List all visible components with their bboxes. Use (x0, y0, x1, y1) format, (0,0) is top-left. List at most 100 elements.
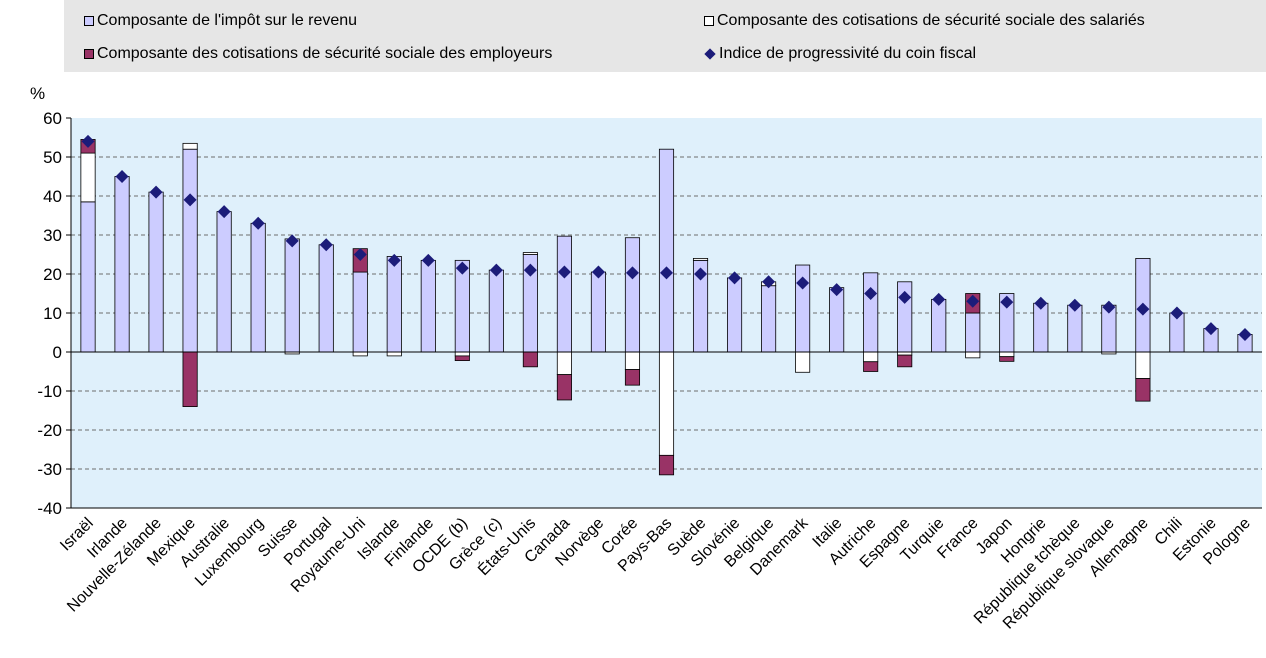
progressivity-marker (830, 283, 844, 297)
legend-label-employer-ssc: Composante des cotisations de sécurité s… (97, 45, 553, 62)
bar-segment-employee-ssc (692, 257, 709, 261)
bar-segment-employer-ssc (522, 351, 538, 368)
plot-area: 6050403020100-10-20-30-40IsraëlIrlandeNo… (37, 109, 1262, 633)
progressivity-marker (591, 265, 605, 279)
progressivity-marker (251, 216, 265, 230)
y-tick-label: 0 (53, 343, 62, 362)
bar-segment-income-tax (624, 237, 641, 353)
bar-segment-employer-ssc (1135, 378, 1151, 402)
legend-item-employee-ssc: Composante des cotisations de sécurité s… (704, 12, 1145, 30)
progressivity-marker (1204, 322, 1218, 336)
y-tick-label: 30 (43, 226, 62, 245)
progressivity-marker (625, 266, 639, 280)
bar-segment-income-tax (829, 287, 845, 353)
bar-segment-employee-ssc (352, 351, 368, 357)
y-tick-label: 10 (43, 304, 62, 323)
progressivity-marker (1068, 298, 1082, 312)
bar-segment-income-tax (318, 244, 334, 353)
bar-segment-income-tax (863, 272, 879, 353)
bar-segment-employee-ssc (80, 152, 96, 203)
progressivity-marker (660, 266, 673, 280)
y-tick-label: -30 (37, 460, 62, 479)
bar-segment-income-tax (80, 201, 96, 353)
progressivity-marker (81, 134, 95, 148)
bar-segment-employee-ssc (624, 351, 641, 370)
progressivity-marker (1136, 302, 1150, 316)
bar-segment-employer-ssc (454, 355, 470, 361)
bar-segment-income-tax (284, 238, 300, 353)
bar-segment-employee-ssc (795, 351, 811, 373)
progressivity-marker (217, 205, 231, 219)
progressivity-marker (864, 287, 878, 300)
progressivity-marker (694, 267, 708, 281)
bar-segment-employer-ssc (624, 369, 641, 386)
progressivity-marker (455, 261, 469, 275)
progressivity-marker (319, 238, 333, 252)
legend-swatch-employee-ssc (704, 16, 714, 26)
y-axis-label: % (30, 84, 45, 103)
legend-swatch-employer-ssc (84, 49, 94, 59)
progressivity-marker (421, 253, 435, 267)
bar-segment-income-tax (1067, 304, 1083, 353)
bar-segment-income-tax (1033, 302, 1049, 353)
legend-marker-progressivity-index (704, 48, 716, 60)
bar-segment-employee-ssc (454, 351, 470, 357)
progressivity-marker (353, 248, 367, 261)
bar-segment-income-tax (386, 256, 402, 353)
legend-label-income-tax: Composante de l'impôt sur le revenu (97, 12, 358, 29)
bar-segment-income-tax (727, 277, 743, 353)
bar-segment-employer-ssc (556, 374, 572, 401)
legend-item-employer-ssc: Composante des cotisations de sécurité s… (84, 45, 552, 63)
progressivity-marker (523, 263, 537, 277)
bar-segment-employer-ssc (863, 361, 879, 372)
progressivity-marker (557, 265, 571, 279)
bar-segment-employee-ssc (522, 252, 538, 255)
progressivity-marker (1170, 306, 1184, 320)
progressivity-marker (285, 234, 299, 248)
legend-label-employee-ssc: Composante des cotisations de sécurité s… (717, 12, 1145, 29)
progressivity-marker (1102, 300, 1116, 314)
bar-segment-income-tax (352, 271, 368, 353)
legend-swatch-income-tax (84, 16, 94, 26)
progressivity-marker (898, 290, 912, 304)
bar-segment-employee-ssc (965, 351, 981, 359)
y-tick-label: 50 (43, 148, 62, 167)
chart-svg: % 6050403020100-10-20-30-40IsraëlIrlande… (30, 84, 1262, 633)
bar-segment-employee-ssc (1135, 351, 1151, 379)
bar-segment-income-tax (761, 285, 777, 353)
bar-segment-income-tax (658, 148, 675, 353)
bar-segment-employee-ssc (863, 351, 879, 363)
progressivity-marker (387, 253, 401, 267)
bar-segment-employer-ssc (182, 351, 198, 407)
bar-segment-employer-ssc (897, 354, 913, 368)
bar-segment-employer-ssc (658, 454, 675, 476)
legend-item-progressivity-index: Indice de progressivité du coin fiscal (704, 45, 976, 63)
y-tick-label: -40 (37, 499, 62, 518)
progressivity-marker (489, 263, 503, 277)
y-tick-label: -10 (37, 382, 62, 401)
bar-segment-employee-ssc (182, 142, 198, 150)
y-tick-label: -20 (37, 421, 62, 440)
progressivity-marker (728, 271, 742, 285)
legend-item-income-tax: Composante de l'impôt sur le revenu (84, 12, 357, 30)
y-tick-label: 60 (43, 109, 62, 128)
progressivity-marker (1000, 295, 1014, 309)
progressivity-marker (149, 185, 163, 199)
bar-segment-employee-ssc (999, 351, 1015, 358)
bar-segment-income-tax (182, 148, 198, 353)
y-tick-label: 40 (43, 187, 62, 206)
bar-segment-income-tax (250, 222, 266, 353)
bar-segment-employee-ssc (556, 351, 572, 376)
bar-segment-income-tax (965, 312, 981, 353)
bar-segment-employee-ssc (386, 351, 402, 357)
progressivity-marker (762, 275, 776, 289)
bar-segment-income-tax (216, 211, 232, 353)
y-tick-label: 20 (43, 265, 62, 284)
progressivity-marker (1238, 327, 1252, 341)
bar-segment-income-tax (420, 259, 436, 353)
progressivity-marker (183, 193, 197, 207)
bar-segment-income-tax (148, 191, 164, 353)
bar-segment-income-tax (590, 271, 606, 353)
progressivity-marker (115, 170, 129, 183)
bar-segment-employee-ssc (658, 351, 675, 456)
